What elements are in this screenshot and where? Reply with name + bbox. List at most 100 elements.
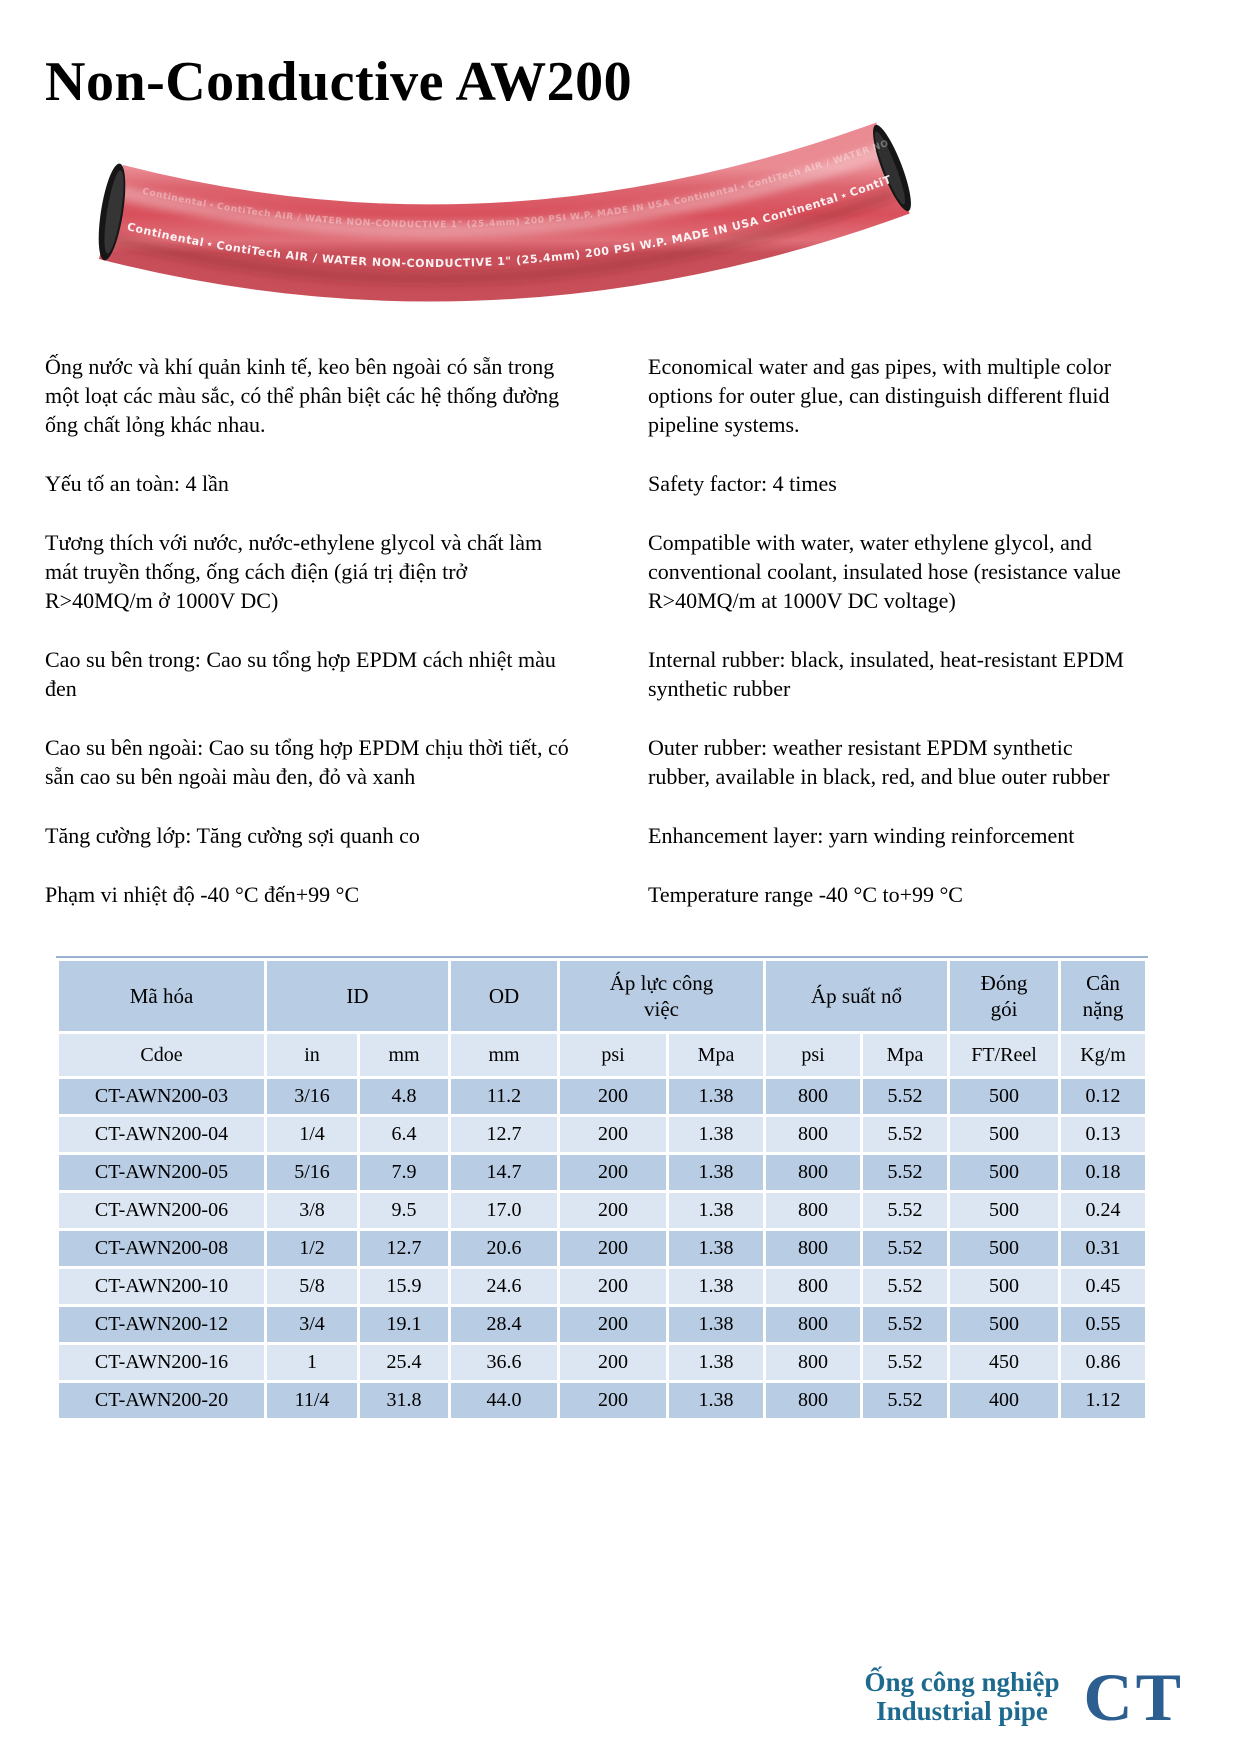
spec-cell: 1.38 [669,1231,763,1266]
spec-column-group: Mã hóa [59,961,264,1031]
spec-column-group: Cân nặng [1061,961,1145,1031]
hose-end-right [873,124,911,212]
company-logo: CT [1083,1659,1184,1736]
spec-cell: 1.38 [669,1155,763,1190]
description-vietnamese: Ống nước và khí quản kinh tế, keo bên ng… [45,352,572,939]
spec-cell: 500 [950,1231,1058,1266]
spec-cell: 5.52 [863,1079,947,1114]
spec-column-group: Đóng gói [950,961,1058,1031]
description-paragraph: Compatible with water, water ethylene gl… [648,530,1121,613]
spec-cell: 24.6 [451,1269,557,1304]
spec-cell: 3/4 [267,1307,357,1342]
footer-line-en: Industrial pipe [876,1696,1048,1726]
hose-highlight [109,140,896,238]
description-paragraph: Temperature range -40 °C to+99 °C [648,882,963,907]
spec-cell: 12.7 [451,1117,557,1152]
spec-cell: 5.52 [863,1155,947,1190]
description-paragraph: Yếu tố an toàn: 4 lần [45,471,229,496]
spec-cell: 200 [560,1307,666,1342]
spec-cell: 6.4 [360,1117,448,1152]
spec-row: CT-AWN200-03 3/16 4.8 11.2 200 1.38 800 5.52 500… [59,1079,1145,1114]
spec-column-group: Áp suất nổ [766,961,947,1031]
spec-unit-cell: mm [451,1034,557,1076]
spec-row: CT-AWN200-12 3/4 19.1 28.4 200 1.38 800 5.52 500… [59,1307,1145,1342]
spec-cell: 3/16 [267,1079,357,1114]
spec-cell: 1 [267,1345,357,1380]
spec-cell: 9.5 [360,1193,448,1228]
spec-cell: CT-AWN200-12 [59,1307,264,1342]
description-paragraph: Economical water and gas pipes, with mul… [648,354,1112,437]
spec-cell: 1.38 [669,1117,763,1152]
spec-table: Mã hóa ID OD Áp lực công việc Áp suất nổ Đóng… [56,956,1148,1421]
spec-cell: 5.52 [863,1231,947,1266]
product-photo-hose: Continental ٭ ContiTech AIR / WATER NON-… [79,110,925,332]
spec-unit-cell: in [267,1034,357,1076]
spec-column-group: OD [451,961,557,1031]
spec-unit-cell: psi [766,1034,860,1076]
spec-unit-cell: mm [360,1034,448,1076]
spec-row: CT-AWN200-20 11/4 31.8 44.0 200 1.38 800 5.52 40… [59,1383,1145,1418]
spec-column-group: ID [267,961,448,1031]
spec-cell: 19.1 [360,1307,448,1342]
spec-cell: 1.12 [1061,1383,1145,1418]
spec-cell: 800 [766,1345,860,1380]
description-paragraph: Tăng cường lớp: Tăng cường sợi quanh co [45,823,420,848]
spec-cell: 800 [766,1231,860,1266]
spec-column-group: Áp lực công việc [560,961,763,1031]
description-paragraph: Safety factor: 4 times [648,471,837,496]
spec-cell: 25.4 [360,1345,448,1380]
spec-cell: 0.55 [1061,1307,1145,1342]
spec-unit-cell: Cdoe [59,1034,264,1076]
spec-cell: 800 [766,1193,860,1228]
spec-cell: 500 [950,1307,1058,1342]
spec-cell: 28.4 [451,1307,557,1342]
spec-cell: 5.52 [863,1193,947,1228]
spec-cell: 200 [560,1231,666,1266]
description-paragraph: Enhancement layer: yarn winding reinforc… [648,823,1075,848]
spec-cell: 1/2 [267,1231,357,1266]
footer-tagline: Ống công nghiệp Industrial pipe [864,1668,1059,1726]
hose-illustration: Continental ٭ ContiTech AIR / WATER NON-… [79,110,911,302]
description-paragraph: Ống nước và khí quản kinh tế, keo bên ng… [45,354,560,437]
spec-cell: 5/8 [267,1269,357,1304]
spec-cell: 200 [560,1383,666,1418]
spec-cell: CT-AWN200-08 [59,1231,264,1266]
spec-header-row: Mã hóa ID OD Áp lực công việc Áp suất nổ Đóng… [59,961,1145,1031]
hose-body [98,122,910,302]
spec-cell: 800 [766,1155,860,1190]
spec-cell: 1.38 [669,1345,763,1380]
spec-cell: 800 [766,1117,860,1152]
spec-cell: 800 [766,1079,860,1114]
spec-cell: 0.31 [1061,1231,1145,1266]
spec-row: CT-AWN200-05 5/16 7.9 14.7 200 1.38 800 5.52 500… [59,1155,1145,1190]
spec-cell: 31.8 [360,1383,448,1418]
spec-cell: 200 [560,1117,666,1152]
description-paragraph: Tương thích với nước, nước-ethylene glyc… [45,530,543,613]
spec-cell: 3/8 [267,1193,357,1228]
spec-unit-cell: psi [560,1034,666,1076]
spec-cell: 200 [560,1269,666,1304]
spec-cell: 36.6 [451,1345,557,1380]
spec-cell: 20.6 [451,1231,557,1266]
spec-cell: 500 [950,1269,1058,1304]
spec-cell: 5.52 [863,1117,947,1152]
description-paragraph: Phạm vi nhiệt độ -40 °C đến+99 °C [45,882,360,907]
spec-cell: 0.86 [1061,1345,1145,1380]
spec-cell: CT-AWN200-10 [59,1269,264,1304]
spec-cell: 800 [766,1269,860,1304]
spec-cell: 1.38 [669,1193,763,1228]
spec-cell: CT-AWN200-06 [59,1193,264,1228]
description-paragraph: Internal rubber: black, insulated, heat-… [648,647,1124,701]
spec-unit-cell: Kg/m [1061,1034,1145,1076]
spec-cell: 200 [560,1079,666,1114]
spec-cell: 200 [560,1155,666,1190]
spec-cell: 5.52 [863,1307,947,1342]
spec-cell: 15.9 [360,1269,448,1304]
spec-cell: 1.38 [669,1079,763,1114]
spec-unit-cell: Mpa [669,1034,763,1076]
spec-cell: 11.2 [451,1079,557,1114]
spec-cell: 0.12 [1061,1079,1145,1114]
spec-cell: 0.45 [1061,1269,1145,1304]
footer-line-vi: Ống công nghiệp [864,1667,1060,1697]
spec-cell: 5.52 [863,1383,947,1418]
